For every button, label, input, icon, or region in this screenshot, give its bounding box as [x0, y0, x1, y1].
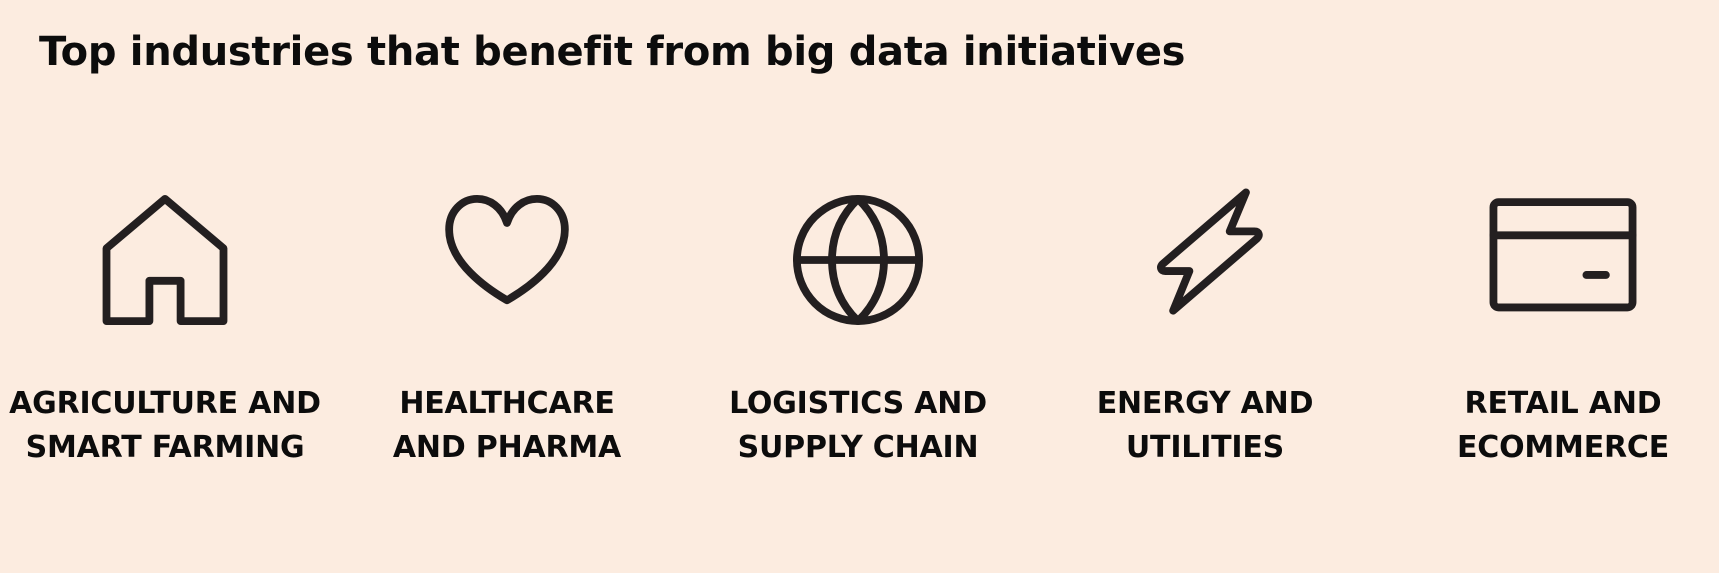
heart-icon [429, 182, 585, 338]
page-title: Top industries that benefit from big dat… [39, 29, 1186, 75]
label-line: ENERGY AND [1096, 386, 1314, 421]
industry-healthcare: HEALTHCARE AND PHARMA [342, 170, 672, 470]
industry-agriculture: AGRICULTURE AND SMART FARMING [0, 170, 330, 470]
label-line: AND PHARMA [392, 430, 622, 465]
label-line: ECOMMERCE [1456, 430, 1670, 465]
label-line: AGRICULTURE AND [9, 386, 321, 421]
label-line: SMART FARMING [25, 430, 305, 465]
house-icon [87, 182, 243, 338]
label-line: SUPPLY CHAIN [737, 430, 979, 465]
industry-label: AGRICULTURE AND SMART FARMING [0, 382, 330, 470]
industry-retail: RETAIL AND ECOMMERCE [1398, 170, 1719, 470]
label-line: LOGISTICS AND [729, 386, 987, 421]
industry-label: RETAIL AND ECOMMERCE [1398, 382, 1719, 470]
industry-energy: ENERGY AND UTILITIES [1040, 170, 1370, 470]
globe-icon [780, 182, 936, 338]
industry-logistics: LOGISTICS AND SUPPLY CHAIN [693, 170, 1023, 470]
label-line: RETAIL AND [1464, 386, 1662, 421]
label-line: UTILITIES [1125, 430, 1285, 465]
industry-label: LOGISTICS AND SUPPLY CHAIN [693, 382, 1023, 470]
label-line: HEALTHCARE [399, 386, 615, 421]
industry-label: ENERGY AND UTILITIES [1040, 382, 1370, 470]
credit-card-icon [1485, 182, 1641, 338]
lightning-bolt-icon [1127, 182, 1283, 338]
industry-label: HEALTHCARE AND PHARMA [342, 382, 672, 470]
